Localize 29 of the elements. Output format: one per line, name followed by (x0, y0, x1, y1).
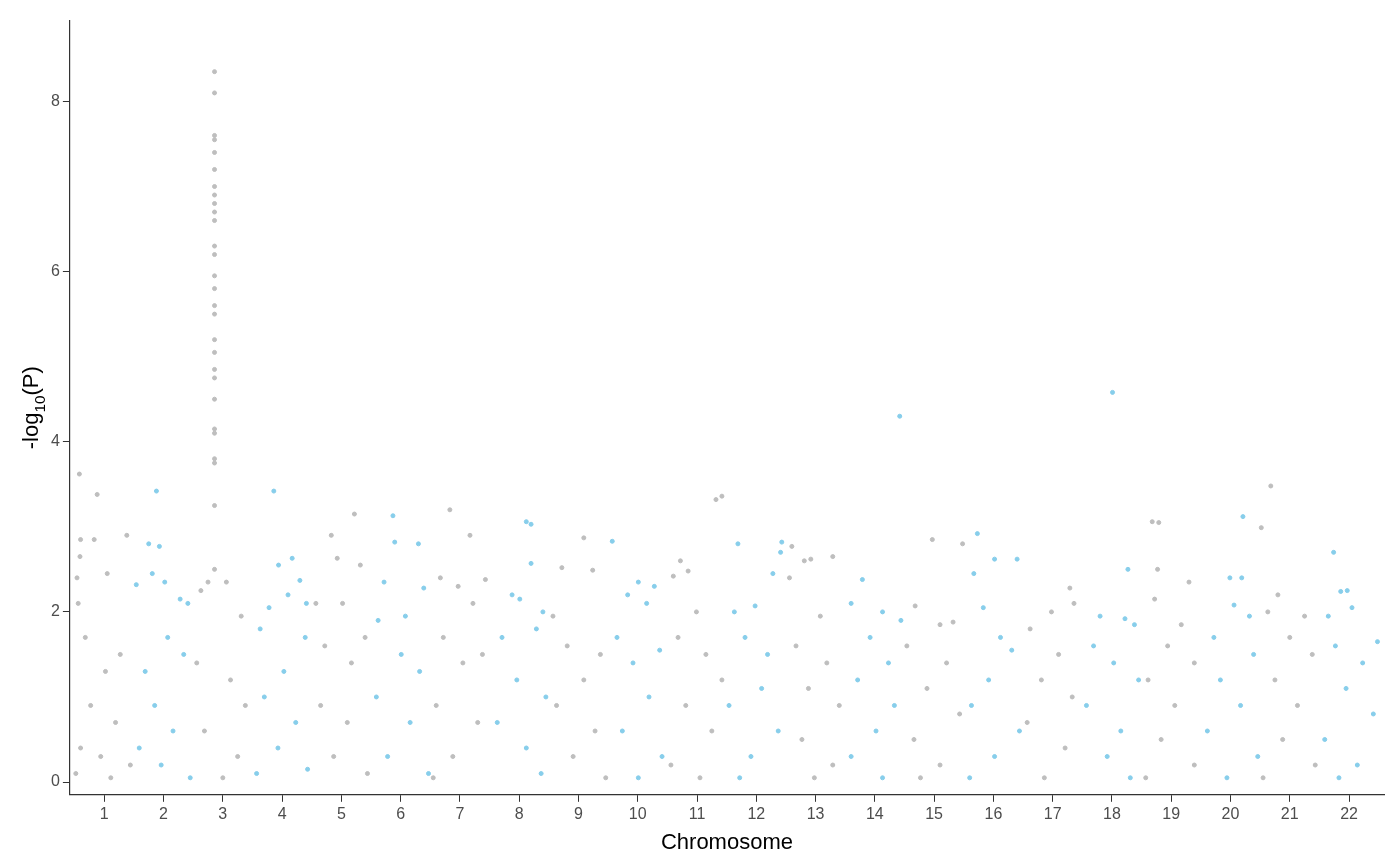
x-tick-label: 6 (396, 804, 406, 822)
y-axis-title: -log10(P) (18, 366, 48, 450)
x-tick-label: 3 (218, 804, 228, 822)
x-tick-label: 16 (984, 804, 1003, 822)
x-tick-label: 2 (159, 804, 169, 822)
x-tick-label: 7 (455, 804, 465, 822)
x-tick-label: 14 (865, 804, 884, 822)
x-tick-label: 22 (1340, 804, 1359, 822)
x-tick-label: 17 (1043, 804, 1062, 822)
x-tick-label: 11 (688, 804, 706, 822)
x-tick-label: 13 (806, 804, 825, 822)
y-tick-label: 2 (50, 602, 60, 620)
x-tick-label: 18 (1103, 804, 1121, 822)
x-axis-title: Chromosome (660, 829, 793, 854)
x-tick-label: 20 (1221, 804, 1240, 822)
y-tick-label: 4 (50, 432, 60, 450)
x-tick-label: 19 (1162, 804, 1181, 822)
y-tick-label: 6 (50, 261, 60, 279)
x-tick-label: 15 (925, 804, 944, 822)
x-tick-label: 1 (99, 804, 109, 822)
x-tick-label: 8 (514, 804, 524, 822)
y-tick-label: 0 (50, 772, 60, 790)
y-tick-label: 8 (50, 91, 60, 109)
x-tick-label: 12 (747, 804, 766, 822)
x-tick-label: 21 (1280, 804, 1299, 822)
x-tick-label: 4 (277, 804, 287, 822)
x-tick-label: 10 (628, 804, 647, 822)
x-tick-label: 9 (574, 804, 584, 822)
x-tick-label: 5 (336, 804, 346, 822)
